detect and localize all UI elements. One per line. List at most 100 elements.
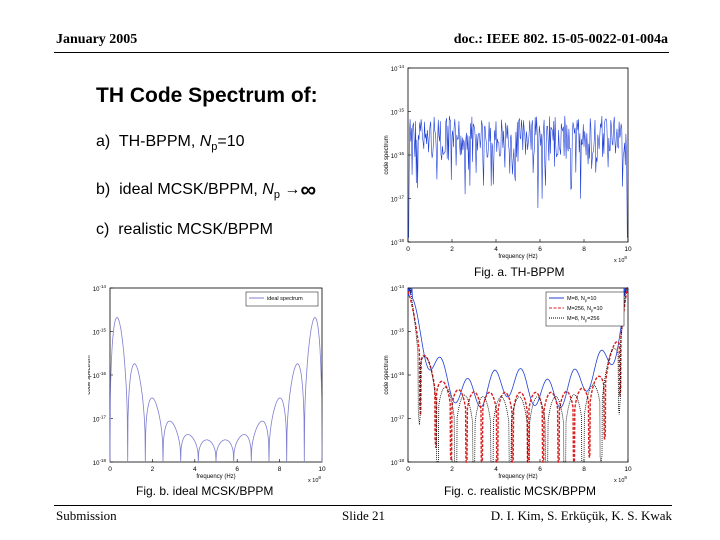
x-tick-label: 0	[406, 466, 410, 473]
y-tick-exp: -18	[397, 238, 404, 243]
x-axis-label: frequency (Hz)	[498, 254, 537, 260]
item-a-np: N	[199, 133, 212, 150]
y-tick-exp: -14	[397, 64, 404, 69]
header-rule	[54, 52, 669, 53]
y-tick-label: 10-16	[391, 371, 405, 380]
figure-b: 10-14 10-15 10-16 10-17 10-18 0 2 4 6 8 10 frequenc…	[88, 284, 328, 484]
figure-c: 10-14 10-15 10-16 10-17 10-18 0 2 4 6 8 10 frequenc…	[382, 284, 634, 482]
legend-label-sub: p	[585, 318, 588, 323]
legend-label: ideal spectrum	[267, 296, 303, 302]
y-tick-exp: -16	[397, 151, 404, 156]
legend-label: M=256, Np=10	[567, 306, 603, 313]
plot-frame	[109, 287, 323, 463]
y-tick-label: 10-16	[93, 371, 107, 380]
item-a-suffix: =10	[217, 133, 245, 150]
series-line	[407, 287, 628, 464]
y-tick-label: 10-15	[391, 328, 405, 337]
y-tick-label: 10-14	[93, 284, 107, 293]
x-tick-label: 2	[450, 466, 454, 473]
x-tick-label: 0	[406, 246, 410, 253]
item-c-prefix: c)	[96, 221, 110, 238]
chart-fig-a: 10-14 10-15 10-16 10-17 10-180 2 4 6 8 10 frequenc…	[384, 64, 632, 262]
y-tick-exp: -16	[99, 371, 106, 376]
x-multiplier-exp: 8	[318, 475, 321, 480]
series-line	[408, 287, 628, 463]
item-a: a) TH-BPPM, Np=10	[96, 133, 245, 153]
footer-authors: D. I. Kim, S. Erküçük, K. S. Kwak	[490, 508, 672, 523]
y-tick-label: 10-17	[93, 415, 107, 424]
x-tick-label: 6	[538, 466, 542, 473]
y-tick-label: 10-18	[391, 238, 405, 247]
y-tick-exp: -14	[397, 284, 404, 289]
figure-a: 10-14 10-15 10-16 10-17 10-18 0 2 4 6 8 10 frequenc…	[382, 64, 634, 262]
legend-label-sub: p	[585, 298, 588, 303]
item-a-np-sub: p	[211, 141, 218, 154]
y-tick-label: 10-15	[93, 328, 107, 337]
item-a-text: TH-BPPM,	[118, 133, 200, 150]
header-date: January 2005	[56, 32, 138, 47]
x-tick-label: 4	[494, 466, 498, 473]
caption-fig-a: Fig. a. TH-BPPM	[474, 265, 565, 279]
y-tick-exp: -17	[99, 415, 106, 420]
y-tick-exp: -15	[397, 328, 404, 333]
y-tick-label: 10-18	[93, 458, 107, 467]
item-b-np-sub: p	[273, 189, 280, 202]
x-tick-label: 10	[318, 466, 326, 473]
series-line	[408, 115, 628, 238]
y-tick-exp: -16	[397, 371, 404, 376]
item-c: c) realistic MCSK/BPPM	[96, 221, 273, 239]
x-tick-label: 8	[582, 246, 586, 253]
footer-rule	[54, 505, 672, 506]
slide-title: TH Code Spectrum of:	[96, 84, 318, 107]
y-tick-exp: -15	[397, 108, 404, 113]
y-tick-label: 10-15	[391, 108, 405, 117]
x-multiplier-label: x 108	[614, 255, 627, 262]
header-doc-id: doc.: IEEE 802. 15-05-0022-01-004a	[453, 32, 668, 47]
legend-label-tail: =10	[587, 296, 596, 302]
x-tick-label: 10	[624, 246, 632, 253]
x-tick-label: 6	[538, 246, 542, 253]
y-tick-exp: -14	[99, 284, 106, 289]
caption-fig-b: Fig. b. ideal MCSK/BPPM	[136, 484, 274, 498]
x-tick-label: 2	[450, 246, 454, 253]
x-axis-label: frequency (Hz)	[196, 474, 235, 480]
series-line	[407, 287, 629, 408]
y-axis-label: code spectrum	[384, 135, 390, 174]
x-tick-label: 8	[278, 466, 282, 473]
caption-fig-c: Fig. c. realistic MCSK/BPPM	[444, 484, 597, 498]
arrow-icon: →	[284, 181, 301, 198]
infinity-icon: ∞	[300, 177, 316, 202]
x-tick-label: 10	[624, 466, 632, 473]
legend-label-sub: p	[591, 308, 594, 313]
x-tick-label: 8	[582, 466, 586, 473]
y-tick-label: 10-17	[391, 195, 405, 204]
y-tick-exp: -17	[397, 195, 404, 200]
item-b-np: N	[262, 181, 274, 198]
legend-label-tail: =10	[593, 306, 602, 312]
x-multiplier-exp: 8	[624, 255, 627, 260]
chart-fig-c: 10-14 10-15 10-16 10-17 10-180 2 4 6 8 10 frequenc…	[384, 284, 632, 482]
chart-fig-b: 10-14 10-15 10-16 10-17 10-180 2 4 6 8 10 frequenc…	[88, 284, 326, 484]
item-b: b) ideal MCSK/BPPM, Np →∞	[96, 177, 316, 203]
x-multiplier-label: x 108	[614, 475, 627, 482]
y-tick-label: 10-14	[391, 64, 405, 73]
y-tick-exp: -15	[99, 328, 106, 333]
x-multiplier-label: x 108	[308, 475, 321, 484]
x-tick-label: 4	[193, 466, 197, 473]
footer-slide-number: Slide 21	[342, 508, 385, 523]
x-axis-label: frequency (Hz)	[498, 474, 537, 480]
item-a-prefix: a)	[96, 133, 111, 150]
y-tick-label: 10-17	[391, 415, 405, 424]
y-tick-exp: -18	[397, 458, 404, 463]
item-c-text: realistic MCSK/BPPM	[118, 221, 273, 238]
series-line	[109, 317, 323, 463]
x-multiplier-exp: 8	[624, 475, 627, 480]
y-tick-label: 10-16	[391, 151, 405, 160]
y-tick-exp: -18	[99, 458, 106, 463]
legend-label: M=8, Np=256	[567, 316, 600, 323]
legend-box	[245, 291, 319, 307]
x-tick-label: 6	[235, 466, 239, 473]
y-tick-label: 10-18	[391, 458, 405, 467]
y-axis-label: code spectrum	[88, 355, 92, 394]
legend-label: M=8, Np=10	[567, 296, 596, 303]
